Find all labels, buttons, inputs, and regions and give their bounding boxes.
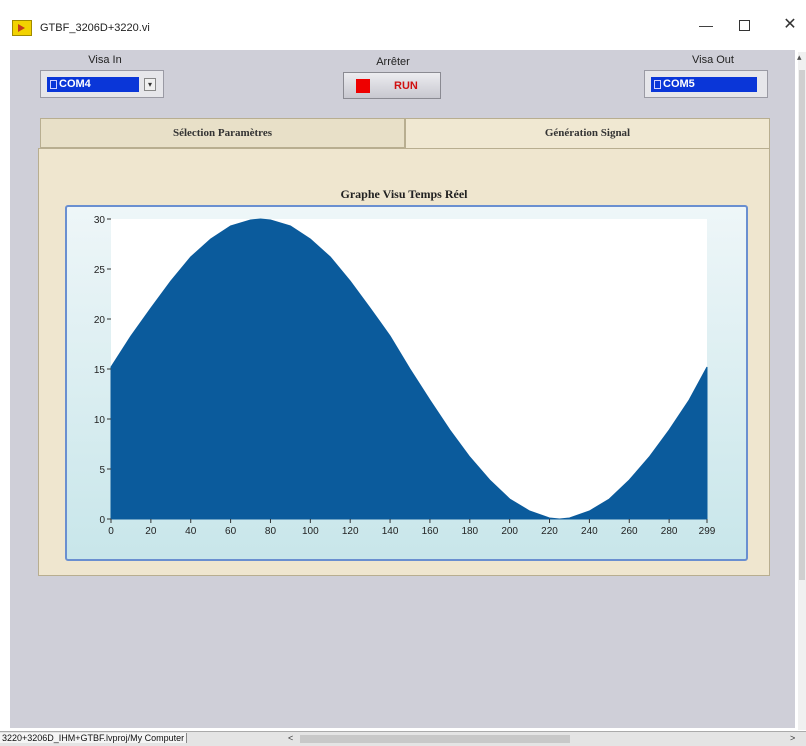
visa-out-control[interactable]: COM5 [644,70,768,98]
tab-generation-signal[interactable]: Génération Signal [405,118,770,149]
scroll-right-icon[interactable]: > [790,733,796,743]
visa-out-label: Visa Out [692,54,734,66]
x-tick-label: 220 [541,526,558,537]
visa-in-label: Visa In [88,54,122,66]
signal-area [110,218,708,520]
x-tick-label: 60 [225,526,237,537]
x-tick-label: 280 [661,526,678,537]
waveform-graph[interactable]: 0 5 10 15 20 25 30 0 20 40 60 80 100 120 140 160 180 200 2… [65,205,748,561]
visa-in-value: COM4 [59,78,91,90]
window-title-bar: GTBF_3206D+3220.vi — ✕ [0,0,806,40]
vertical-scrollbar-thumb[interactable] [799,70,805,580]
status-bar: 3220+3206D_IHM+GTBF.lvproj/My Computer <… [0,731,806,746]
labview-vi-icon [12,20,32,36]
visa-out-value: COM5 [663,78,695,90]
run-button-text: RUN [394,80,418,92]
x-tick-label: 180 [461,526,478,537]
x-tick-label: 160 [422,526,439,537]
tab-selection-parametres[interactable]: Sélection Paramètres [40,118,405,148]
x-tick-label: 240 [581,526,598,537]
visa-out-value-box[interactable]: COM5 [651,77,757,92]
x-tick-label: 40 [185,526,197,537]
y-tick-label: 0 [99,515,105,526]
visa-resource-icon [654,80,661,89]
x-tick-label: 80 [265,526,277,537]
close-icon[interactable]: ✕ [783,16,797,33]
stop-button[interactable]: RUN [343,72,441,99]
x-tick-label: 20 [145,526,157,537]
y-tick-label: 10 [94,415,106,426]
scroll-left-icon[interactable]: < [288,733,294,743]
x-tick-label: 140 [382,526,399,537]
tab-page-generation-signal: Graphe Visu Temps Réel 0 5 10 15 20 25 30 0 20 40… [38,148,770,576]
x-tick-label: 120 [342,526,359,537]
y-tick-label: 5 [99,465,105,476]
y-tick-label: 15 [94,365,106,376]
graph-title: Graphe Visu Temps Réel [340,187,468,201]
visa-in-control[interactable]: COM4 ▾ [40,70,164,98]
visa-in-value-box[interactable]: COM4 [47,77,139,92]
y-tick-label: 30 [94,215,106,226]
stop-label: Arrêter [376,56,410,68]
x-tick-label: 299 [699,526,716,537]
project-path: 3220+3206D_IHM+GTBF.lvproj/My Computer [0,733,188,743]
y-tick-label: 20 [94,315,106,326]
y-tick-label: 25 [94,265,106,276]
horizontal-scrollbar-thumb[interactable] [300,735,570,743]
scroll-up-icon[interactable]: ▴ [797,52,802,62]
x-tick-label: 200 [501,526,518,537]
x-tick-label: 0 [108,526,114,537]
x-tick-label: 260 [621,526,638,537]
maximize-icon[interactable] [732,16,756,35]
x-tick-label: 100 [302,526,319,537]
run-led-icon [356,79,370,93]
waveform-chart-svg: 0 5 10 15 20 25 30 0 20 40 60 80 100 120 140 160 180 200 2… [94,215,716,537]
visa-resource-icon [50,80,57,89]
window-title: GTBF_3206D+3220.vi [40,22,150,34]
front-panel: Visa In COM4 ▾ Arrêter RUN Visa Out COM5… [10,50,795,728]
visa-in-dropdown-icon[interactable]: ▾ [144,78,156,91]
minimize-icon[interactable]: — [699,17,713,33]
